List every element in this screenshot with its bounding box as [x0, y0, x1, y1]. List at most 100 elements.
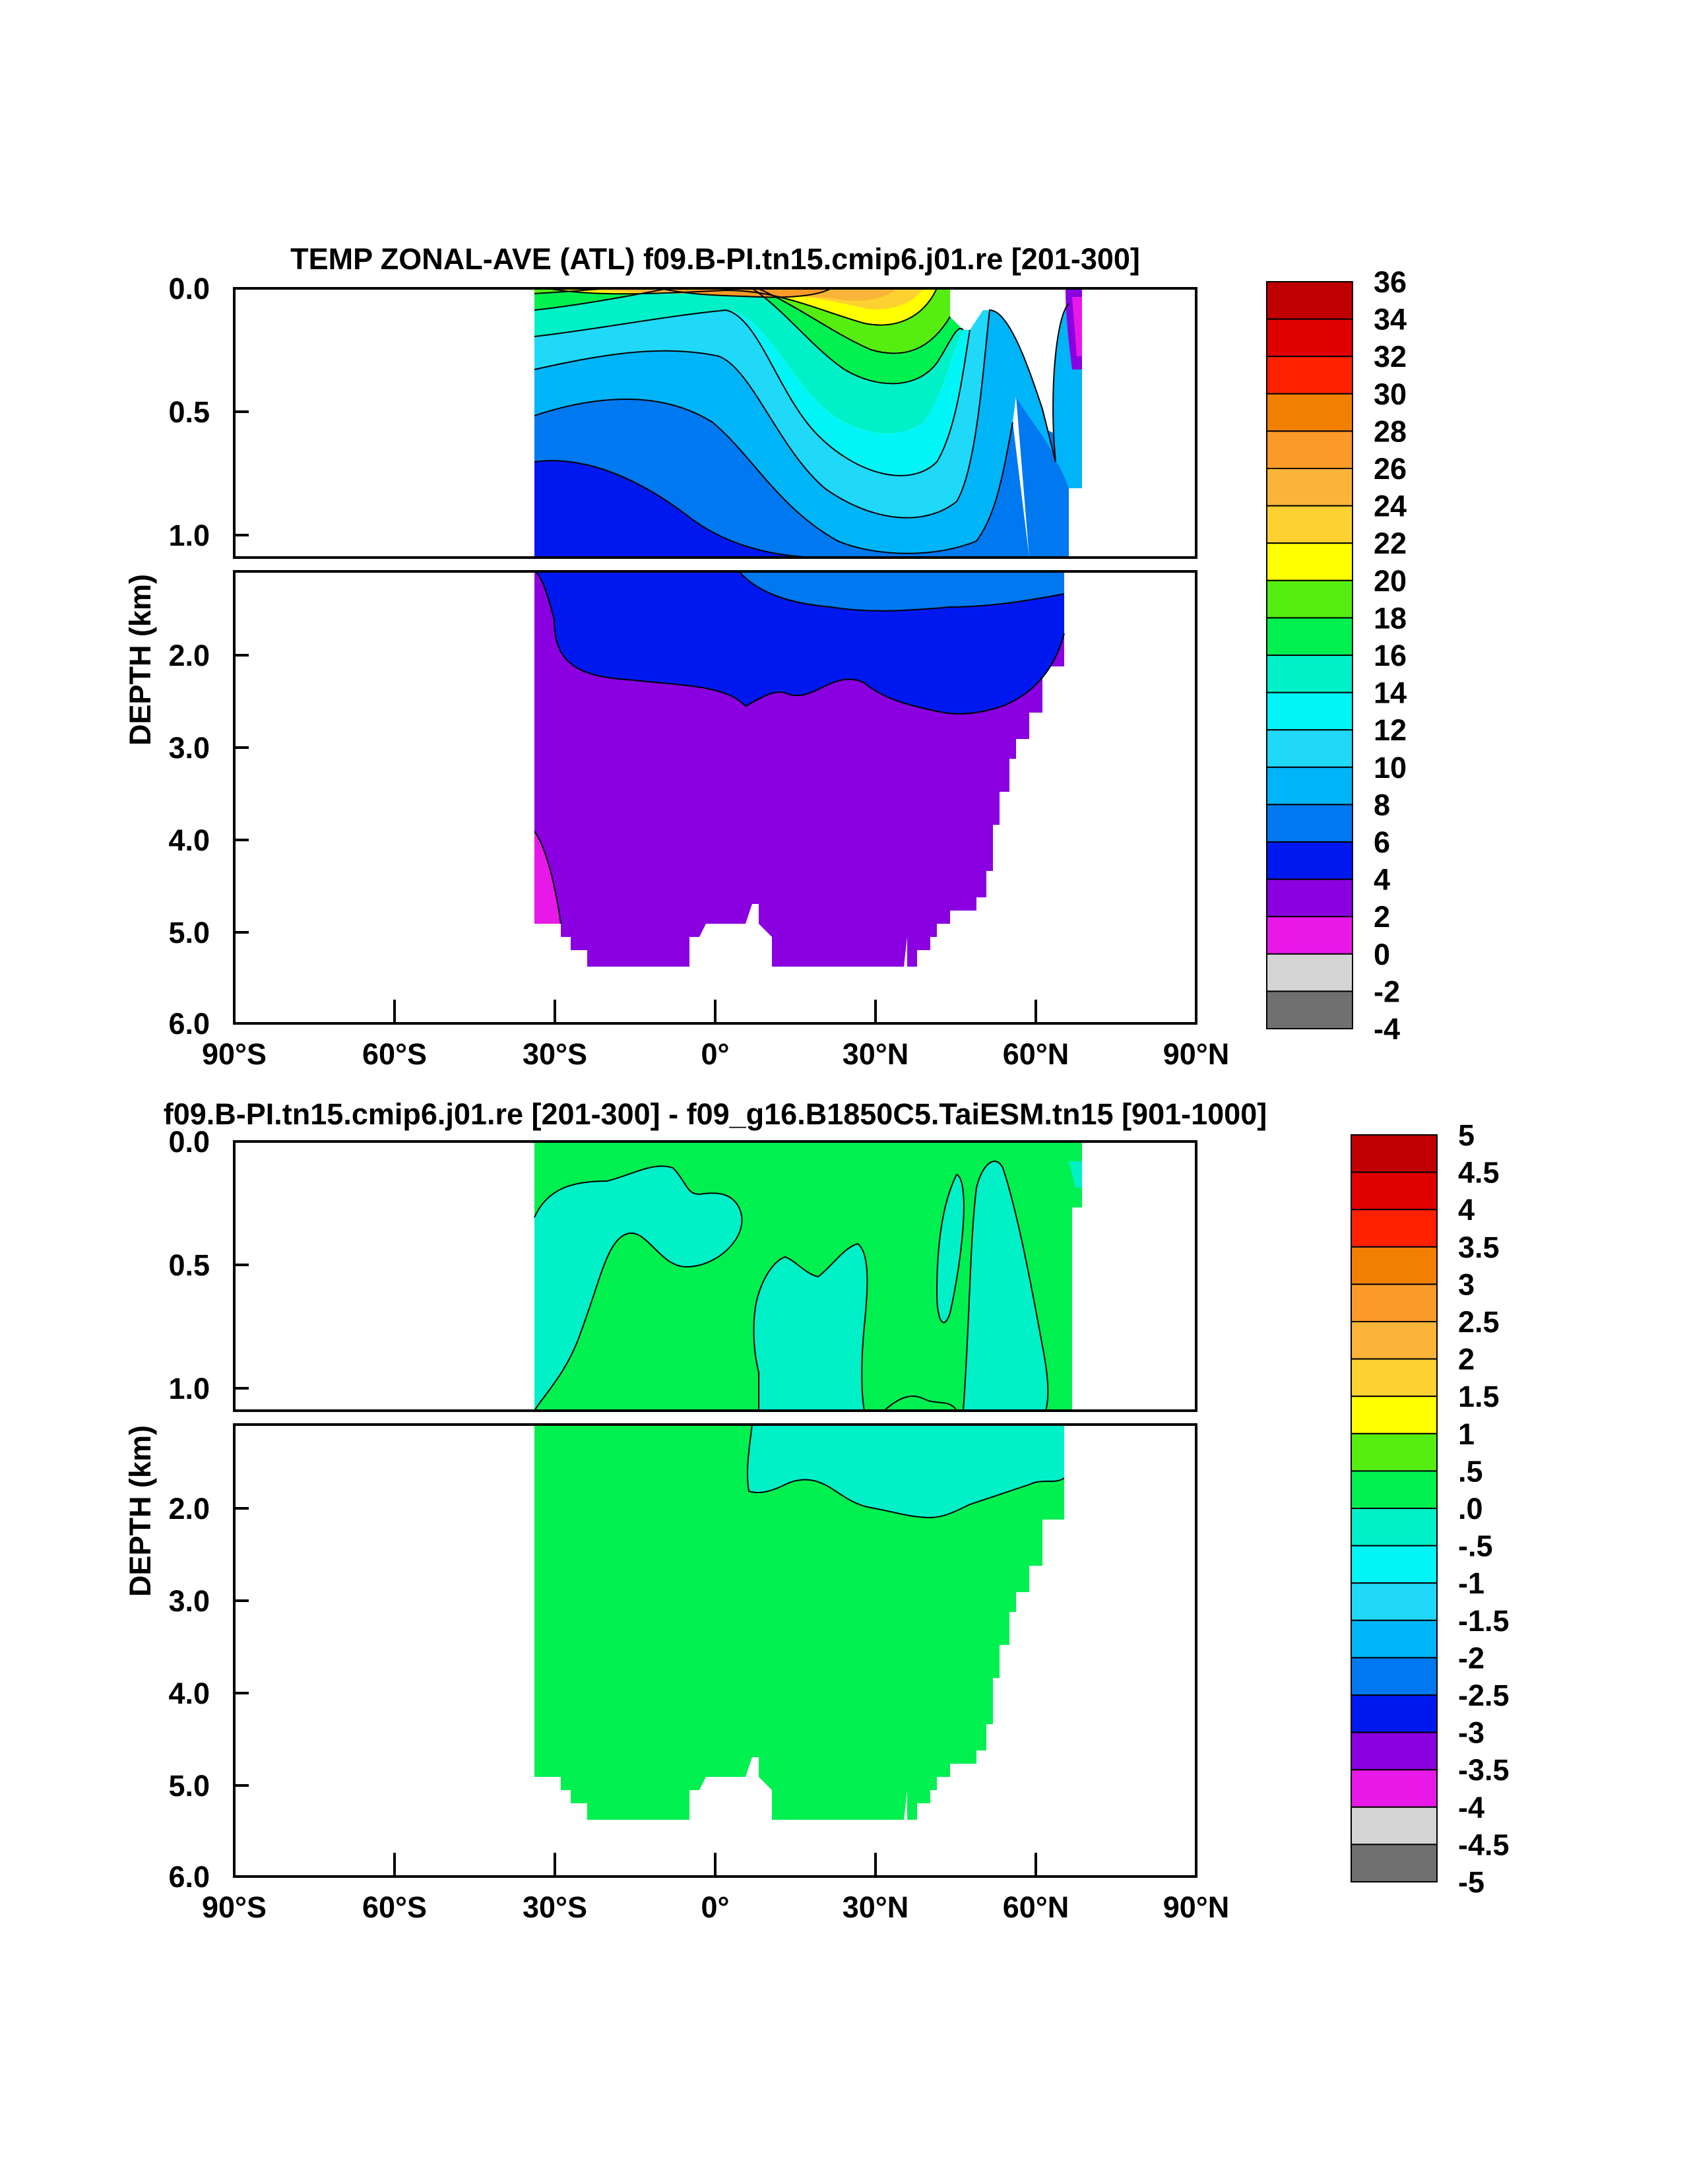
- isotherm-lower-2: [738, 571, 1065, 612]
- colorbar-label: 14: [1374, 676, 1407, 710]
- isotherm-upper-3: [534, 309, 1056, 519]
- colorbar-box: [1266, 579, 1353, 619]
- diff-contour-5: [883, 1396, 957, 1411]
- colorbar-box: [1351, 1769, 1438, 1808]
- chart-1-y-ticks: 0.0 0.5 1.0 2.0 3.0 4.0 5.0 6.0: [168, 272, 249, 1041]
- isotherm-lower-3: [534, 831, 561, 924]
- isotherm-upper-9: [1052, 303, 1069, 463]
- x-tick-label: 60°S: [362, 1890, 427, 1924]
- colorbar-box: [1266, 542, 1353, 581]
- y-tick-label: 6.0: [168, 1860, 210, 1894]
- colorbar-label: -1.5: [1458, 1604, 1510, 1638]
- colorbar-label: -2.5: [1458, 1679, 1510, 1712]
- colorbar-box: [1266, 841, 1353, 880]
- colorbar-label: .5: [1458, 1454, 1483, 1488]
- colorbar-label: 22: [1374, 527, 1407, 560]
- colorbar-label: -2: [1374, 975, 1400, 1008]
- x-tick-label: 30°S: [523, 1890, 587, 1924]
- colorbar-label: -5: [1458, 1865, 1484, 1899]
- colorbar-box: [1266, 878, 1353, 918]
- chart-1-x-ticks: 90°S 60°S 30°S 0° 30°N 60°N 90°N: [202, 1000, 1229, 1071]
- diff-contour-1: [534, 1165, 743, 1411]
- colorbar-box: [1351, 1209, 1438, 1248]
- diff-contour-3: [936, 1173, 965, 1324]
- band-14-16: [534, 288, 963, 434]
- colorbar-box: [1266, 916, 1353, 955]
- colorbar-label: -2: [1458, 1641, 1484, 1675]
- colorbar-box: [1351, 1806, 1438, 1846]
- y-tick-label: 2.0: [168, 639, 210, 672]
- x-tick-label: 60°N: [1003, 1037, 1069, 1071]
- colorbar-box: [1351, 1582, 1438, 1621]
- y-tick-label: 5.0: [168, 1769, 210, 1803]
- y-tick-label: 0.0: [168, 1125, 210, 1159]
- isotherm-upper-7: [547, 288, 938, 326]
- band-6-8: [534, 399, 1029, 558]
- isotherm-upper-1: [534, 460, 825, 558]
- colorbar-label: 2.5: [1458, 1305, 1500, 1339]
- colorbar-label: 18: [1374, 601, 1407, 635]
- chart-2-upper-field: [534, 1141, 1082, 1411]
- y-tick-label: 2.0: [168, 1492, 210, 1526]
- band-polar-0-2: [1072, 297, 1082, 356]
- chart-1-title: TEMP ZONAL-AVE (ATL) f09.B-PI.tn15.cmip6…: [290, 242, 1140, 276]
- x-tick-label: 0°: [701, 1890, 729, 1924]
- colorbar-label: -3: [1458, 1716, 1484, 1750]
- chart-1-upper-frame: [233, 287, 1197, 559]
- colorbar-label: 28: [1374, 414, 1407, 448]
- y-tick-label: 0.5: [168, 395, 210, 429]
- colorbar-label: 34: [1374, 303, 1407, 337]
- colorbar-box: [1266, 691, 1353, 731]
- colorbar-label: -4.5: [1458, 1828, 1510, 1861]
- colorbar-label: 1.5: [1458, 1380, 1500, 1413]
- colorbar-box: [1351, 1844, 1438, 1882]
- y-tick-label: 1.0: [168, 1372, 210, 1405]
- colorbar-label: 3: [1458, 1268, 1475, 1301]
- diff-contour-2: [753, 1242, 868, 1411]
- colorbar-box: [1266, 430, 1353, 470]
- colorbar-box: [1266, 393, 1353, 432]
- isotherm-lower-1: [534, 571, 1065, 715]
- y-tick-label: 5.0: [168, 916, 210, 949]
- colorbar-label: 4: [1374, 863, 1390, 897]
- band-4-6: [534, 461, 825, 558]
- y-tick-label: 6.0: [168, 1007, 210, 1041]
- colorbar-label: 3.5: [1458, 1231, 1500, 1264]
- colorbar-label: -1: [1458, 1566, 1484, 1600]
- colorbar-label: 24: [1374, 490, 1407, 523]
- diff-neg-region-deep: [747, 1425, 1064, 1518]
- colorbar-label: -.5: [1458, 1529, 1493, 1563]
- y-tick-label: 4.0: [168, 823, 210, 857]
- colorbar-label: 4: [1458, 1193, 1475, 1227]
- x-tick-label: 90°S: [202, 1890, 267, 1924]
- chart-1-y-label: DEPTH (km): [123, 574, 157, 746]
- colorbar-box: [1351, 1171, 1438, 1211]
- colorbar-label: -4: [1374, 1012, 1400, 1046]
- chart-2-y-ticks: 0.0 0.5 1.0 2.0 3.0 4.0 5.0 6.0: [168, 1125, 249, 1894]
- colorbar-label: 20: [1374, 564, 1407, 598]
- x-tick-label: 60°N: [1003, 1890, 1069, 1924]
- isotherm-upper-4: [534, 309, 971, 476]
- colorbar-box: [1351, 1134, 1438, 1173]
- diff-contour-deep: [746, 1425, 1065, 1519]
- colorbar-label: 8: [1374, 788, 1390, 821]
- diff-neg-region-1: [534, 1166, 742, 1411]
- diff-contour-4: [963, 1161, 1049, 1411]
- x-tick-label: 90°S: [202, 1037, 267, 1071]
- isotherm-upper-2: [534, 399, 1013, 554]
- colorbar-box: [1266, 281, 1353, 320]
- y-tick-label: 0.0: [168, 272, 210, 305]
- x-tick-label: 60°S: [362, 1037, 427, 1071]
- chart-2-x-ticks: 90°S 60°S 30°S 0° 30°N 60°N 90°N: [202, 1853, 1229, 1924]
- colorbar-box: [1266, 804, 1353, 843]
- band-26-28: [660, 288, 831, 298]
- band-8-10: [534, 304, 1082, 554]
- chart-2-lower-field: [534, 1425, 1065, 1820]
- x-tick-label: 30°N: [843, 1037, 909, 1071]
- colorbar-label: 2: [1374, 900, 1390, 934]
- diff-neg-region-2: [753, 1244, 868, 1411]
- colorbar-label: 2: [1458, 1343, 1475, 1376]
- colorbar-box: [1351, 1470, 1438, 1509]
